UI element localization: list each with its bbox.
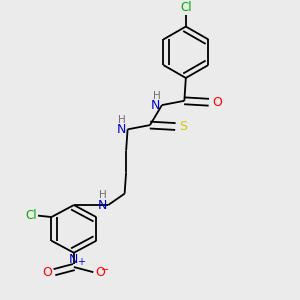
Text: N: N [69, 253, 79, 266]
Text: −: − [101, 265, 109, 275]
Text: H: H [153, 91, 160, 101]
Text: Cl: Cl [180, 1, 192, 14]
Text: H: H [118, 115, 126, 125]
Text: Cl: Cl [25, 209, 37, 222]
Text: N: N [117, 123, 126, 136]
Text: +: + [77, 257, 86, 267]
Text: O: O [212, 96, 222, 109]
Text: N: N [151, 99, 160, 112]
Text: S: S [179, 120, 187, 133]
Text: N: N [97, 199, 107, 212]
Text: H: H [99, 190, 107, 200]
Text: O: O [42, 266, 52, 279]
Text: O: O [96, 266, 106, 279]
